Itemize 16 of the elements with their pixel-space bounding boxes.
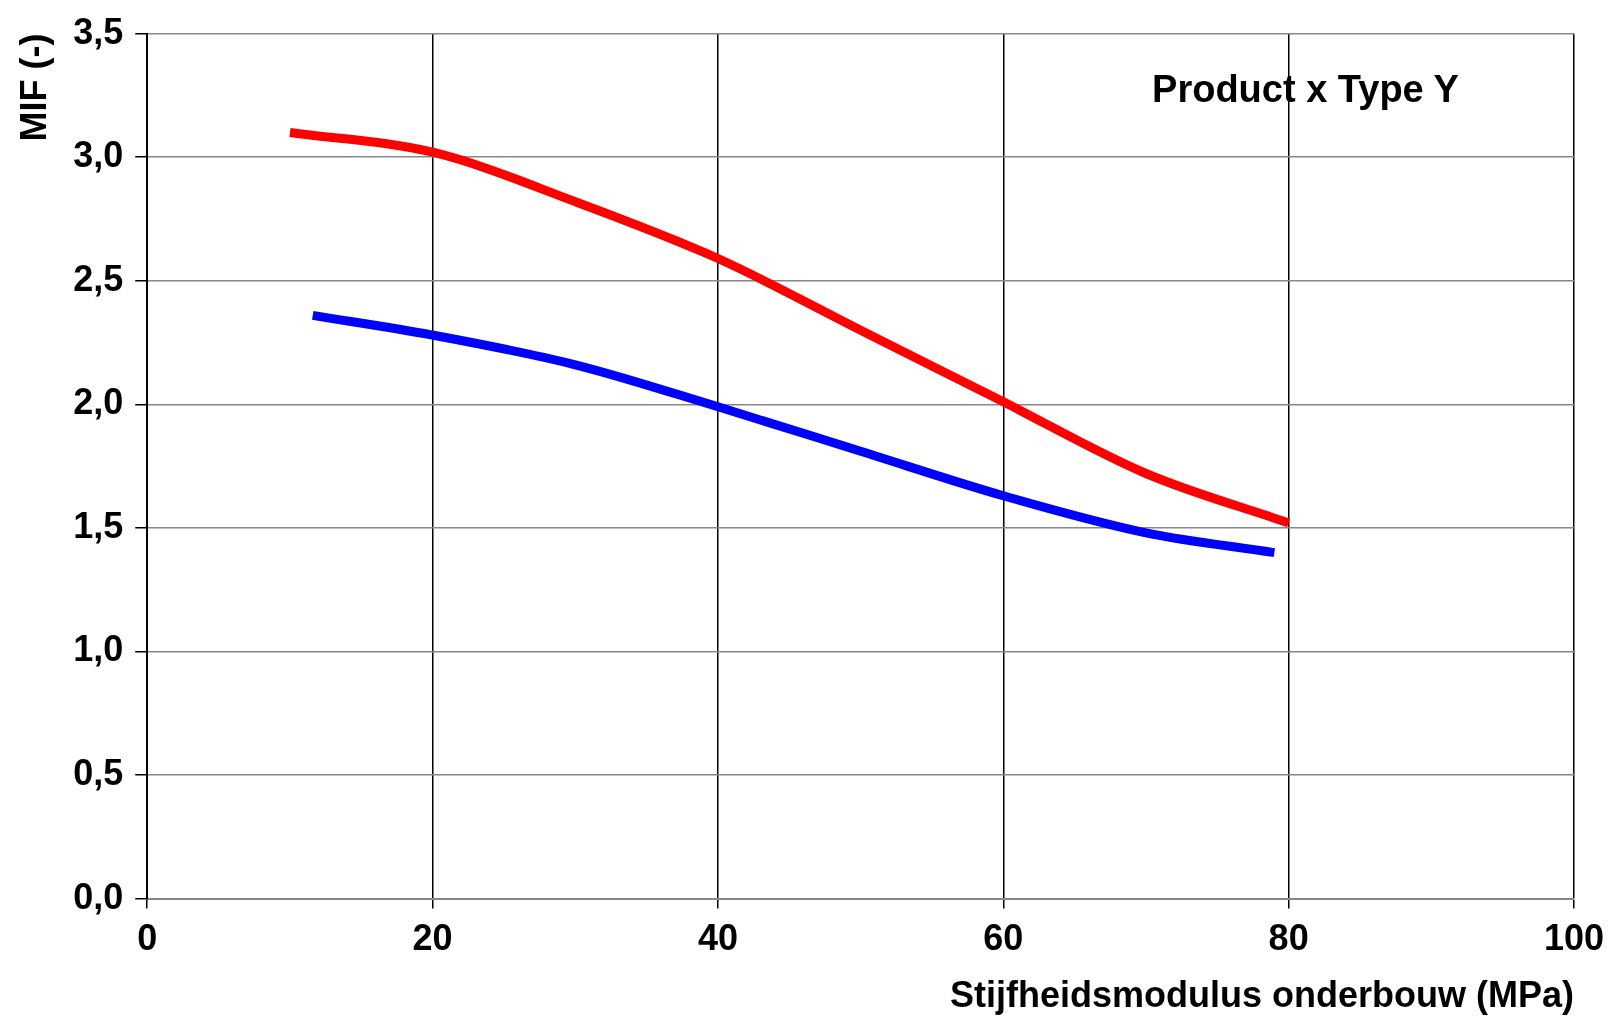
x-tick-label: 80: [1268, 917, 1309, 959]
y-tick-label: 1,0: [73, 628, 124, 670]
x-tick-label: 20: [412, 917, 453, 959]
x-tick-label: 40: [697, 917, 738, 959]
y-tick-label: 3,0: [73, 134, 124, 176]
x-axis-title: Stijfheidsmodulus onderbouw (MPa): [949, 974, 1574, 1016]
x-tick-label: 100: [1543, 917, 1605, 959]
y-axis-title: MIF (-): [12, 33, 54, 142]
y-tick-label: 2,0: [73, 381, 124, 423]
y-tick-label: 1,5: [73, 504, 124, 546]
y-tick-label: 0,0: [73, 875, 124, 917]
y-tick-label: 0,5: [73, 751, 124, 793]
y-tick-label: 3,5: [73, 10, 124, 52]
y-tick-label: 2,5: [73, 257, 124, 299]
x-tick-label: 60: [983, 917, 1024, 959]
x-tick-label: 0: [137, 917, 158, 959]
